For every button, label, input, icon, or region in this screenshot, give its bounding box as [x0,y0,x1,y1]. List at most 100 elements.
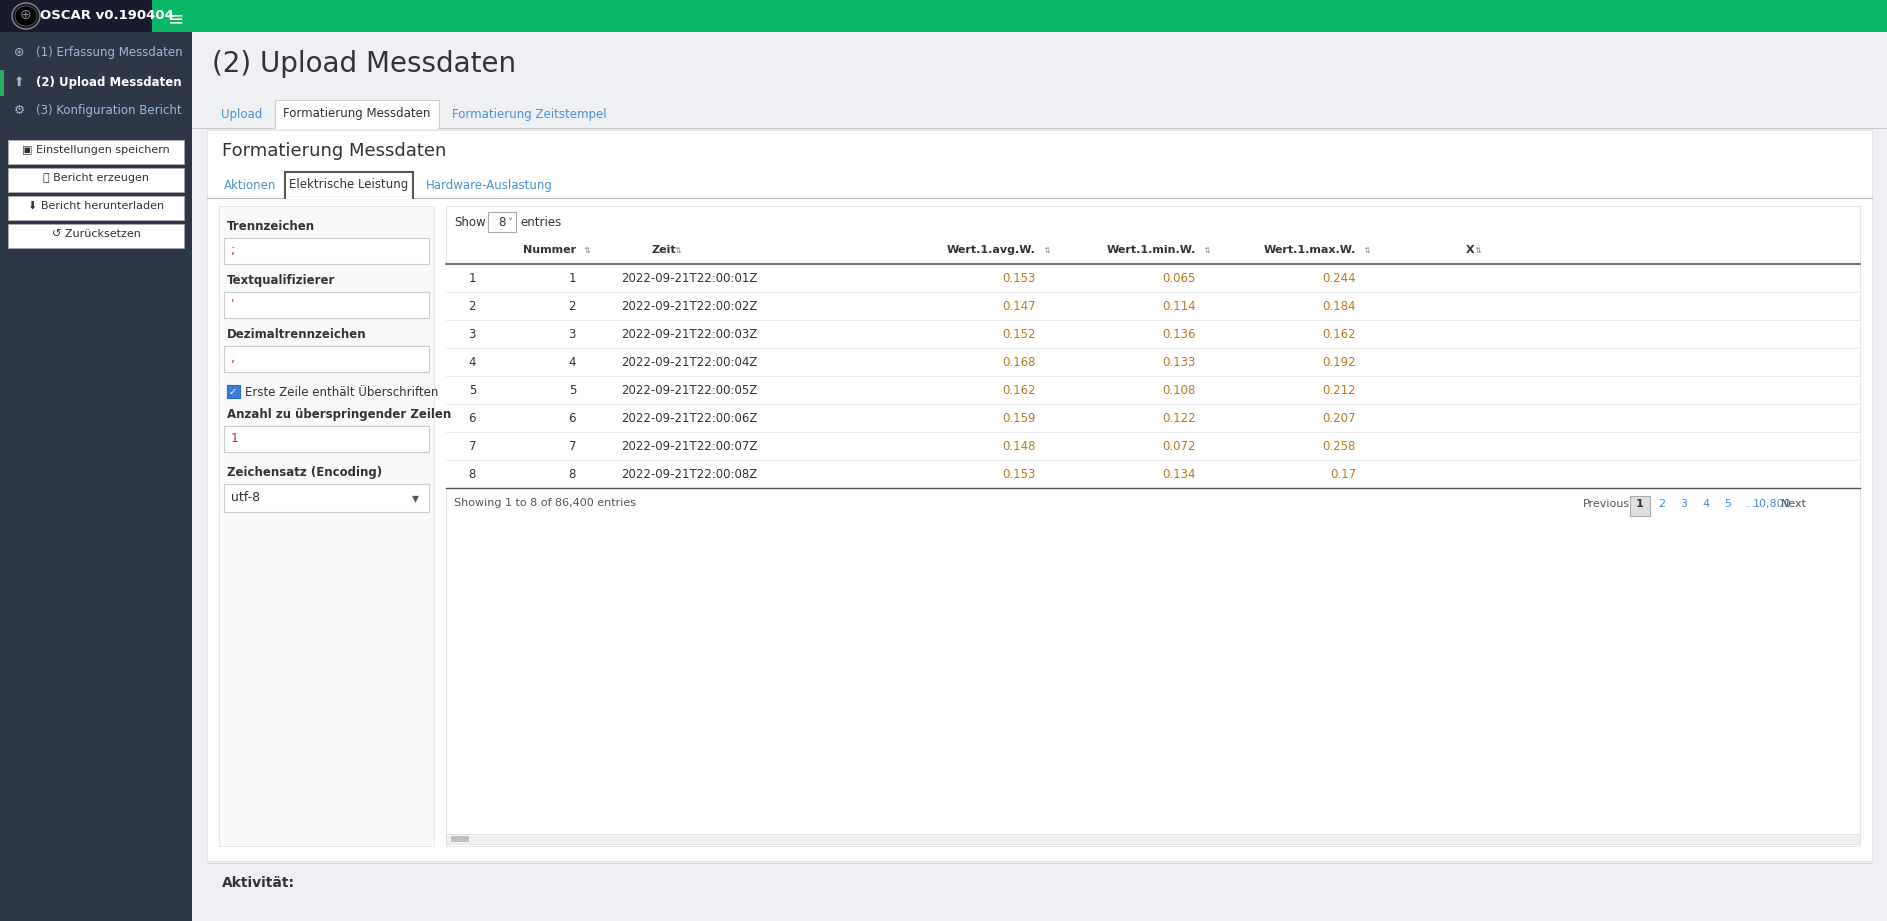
Text: 1: 1 [230,432,240,445]
Bar [445,404,1861,432]
Text: 6: 6 [468,412,476,425]
Text: 0.114: 0.114 [1162,300,1196,313]
Text: ⬆: ⬆ [13,76,25,89]
Text: ✓: ✓ [228,387,238,397]
Text: ⬇ Bericht herunterladen: ⬇ Bericht herunterladen [28,201,164,211]
Text: 3: 3 [1681,499,1687,509]
Text: ⇅: ⇅ [1042,246,1051,255]
Bar [219,206,434,846]
Bar [225,346,428,372]
Text: Wert.1.max.W.: Wert.1.max.W. [1264,245,1357,255]
Text: ↺ Zurücksetzen: ↺ Zurücksetzen [51,229,140,239]
Text: 10,800: 10,800 [1753,499,1791,509]
Text: ⇅: ⇅ [674,246,681,255]
Text: 0.207: 0.207 [1323,412,1357,425]
Bar [225,484,428,512]
Text: 2: 2 [568,300,576,313]
Text: 2022-09-21T22:00:01Z: 2022-09-21T22:00:01Z [621,272,757,285]
Bar [445,432,1861,460]
Text: 0.148: 0.148 [1002,440,1036,453]
Text: Trennzeichen: Trennzeichen [226,220,315,233]
Bar [225,292,428,318]
Text: 4: 4 [568,356,576,369]
Text: Formatierung Messdaten: Formatierung Messdaten [283,107,430,120]
Bar [1630,496,1649,516]
Text: 2022-09-21T22:00:05Z: 2022-09-21T22:00:05Z [621,384,757,397]
Text: ;: ; [230,244,236,257]
Text: Showing 1 to 8 of 86,400 entries: Showing 1 to 8 of 86,400 entries [455,498,636,508]
Text: 7: 7 [468,440,476,453]
Text: 0.184: 0.184 [1323,300,1357,313]
Bar [192,32,1887,921]
Text: 2: 2 [1659,499,1666,509]
Text: 5: 5 [468,384,476,397]
Text: 0.147: 0.147 [1002,300,1036,313]
Text: 2: 2 [468,300,476,313]
Bar [8,224,185,248]
Text: 8: 8 [468,468,476,481]
Text: ': ' [230,298,234,311]
Text: ˅: ˅ [508,218,511,228]
Text: 0.152: 0.152 [1002,328,1036,341]
Text: ,: , [230,352,236,365]
Bar [0,70,4,96]
Text: 0.244: 0.244 [1323,272,1357,285]
Text: ⇅: ⇅ [581,246,591,255]
Text: Upload: Upload [221,108,262,121]
Bar [445,292,1861,320]
Text: 3: 3 [568,328,576,341]
Text: Wert.1.min.W.: Wert.1.min.W. [1106,245,1196,255]
Text: Dezimaltrennzeichen: Dezimaltrennzeichen [226,328,366,341]
Bar [8,140,185,164]
Text: 2022-09-21T22:00:03Z: 2022-09-21T22:00:03Z [621,328,757,341]
Bar [0,0,153,32]
Text: 5: 5 [1725,499,1732,509]
Text: Show: Show [455,216,485,229]
Text: ≡: ≡ [168,9,185,28]
Text: Elektrische Leistung: Elektrische Leistung [289,178,409,191]
Text: 8: 8 [568,468,576,481]
Text: Anzahl zu überspringender Zeilen: Anzahl zu überspringender Zeilen [226,408,451,421]
Text: Formatierung Zeitstempel: Formatierung Zeitstempel [451,108,606,121]
Text: 4: 4 [468,356,476,369]
Text: 0.212: 0.212 [1323,384,1357,397]
Bar [276,127,438,129]
Bar [208,130,1872,861]
Bar [226,385,240,398]
Bar [287,197,411,199]
Text: (3) Konfiguration Bericht: (3) Konfiguration Bericht [36,104,181,117]
Text: 0.258: 0.258 [1323,440,1357,453]
Text: Next: Next [1781,499,1808,509]
Text: ⚙: ⚙ [13,104,25,117]
Bar [225,426,428,452]
Bar [0,32,192,921]
Text: (2) Upload Messdaten: (2) Upload Messdaten [211,50,517,78]
Bar [445,376,1861,404]
Text: 0.168: 0.168 [1002,356,1036,369]
Text: ...: ... [1745,499,1755,509]
Text: Erste Zeile enthält Überschriften: Erste Zeile enthält Überschriften [245,386,438,399]
Bar [276,100,440,128]
Text: 2022-09-21T22:00:02Z: 2022-09-21T22:00:02Z [621,300,757,313]
Ellipse shape [11,3,40,29]
Text: 2022-09-21T22:00:08Z: 2022-09-21T22:00:08Z [621,468,757,481]
Text: 1: 1 [1636,499,1644,509]
Bar [445,348,1861,376]
Text: 0.108: 0.108 [1162,384,1196,397]
Text: 2022-09-21T22:00:04Z: 2022-09-21T22:00:04Z [621,356,757,369]
Ellipse shape [15,6,38,26]
Text: Hardware-Auslastung: Hardware-Auslastung [426,179,553,192]
Text: 0.192: 0.192 [1323,356,1357,369]
Text: ▣ Einstellungen speichern: ▣ Einstellungen speichern [23,145,170,155]
Bar [225,238,428,264]
Text: 0.153: 0.153 [1002,272,1036,285]
Bar [8,196,185,220]
Text: (2) Upload Messdaten: (2) Upload Messdaten [36,76,181,89]
Text: 0.162: 0.162 [1002,384,1036,397]
Text: ⇅: ⇅ [1474,246,1481,255]
Text: 0.159: 0.159 [1002,412,1036,425]
Text: entries: entries [521,216,560,229]
Text: Textqualifizierer: Textqualifizierer [226,274,336,287]
Text: 0.136: 0.136 [1162,328,1196,341]
Bar [445,264,1861,292]
